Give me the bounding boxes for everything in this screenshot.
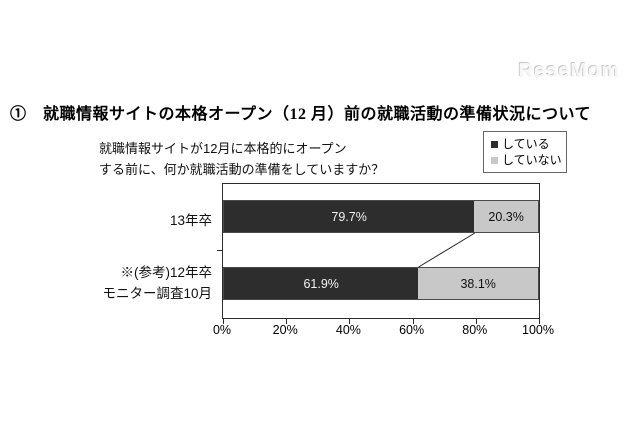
x-axis-tick — [539, 319, 540, 324]
legend-item-shiteinai: していない — [491, 152, 566, 168]
bar-segment-shiteiru: 61.9% — [224, 268, 419, 299]
legend-label: していない — [502, 153, 562, 167]
bar-segment-shiteiru: 79.7% — [224, 201, 475, 232]
bar-value-label: 38.1% — [460, 276, 496, 291]
page-title: ① 就職情報サイトの本格オープン（12 月）前の就職活動の準備状況について — [10, 106, 592, 123]
x-axis-tick-label: 40% — [335, 323, 361, 337]
chart-question-line2: する前に、何か就職活動の準備をしていますか？ — [99, 162, 385, 177]
x-axis-tick — [412, 319, 414, 324]
bar-row: 61.9% 38.1% — [223, 267, 539, 300]
x-axis-tick — [286, 319, 288, 324]
bar-value-label: 61.9% — [303, 276, 339, 291]
x-axis-tick-label: 80% — [462, 323, 488, 337]
x-axis-tick — [223, 319, 224, 324]
legend-swatch-dark-icon — [491, 140, 498, 148]
x-axis-tick — [475, 319, 477, 324]
legend-swatch-light-icon — [491, 156, 498, 164]
category-label-13nensotsu: 13年卒 — [169, 213, 212, 228]
bar-segment-shiteinai: 38.1% — [418, 268, 538, 299]
plot-area: 79.7% 20.3% 61.9% 38.1% — [217, 183, 540, 324]
chart-question: 就職情報サイトが12月に本格的にオープン する前に、何か就職活動の準備をしていま… — [99, 138, 384, 180]
chart-question-line1: 就職情報サイトが12月に本格的にオープン — [99, 141, 347, 156]
category-label-12nensotsu: ※(参考)12年卒 モニター調査10月 — [102, 265, 212, 301]
bar-segment-shiteinai: 20.3% — [474, 201, 538, 232]
y-axis-category-tick — [217, 250, 223, 251]
x-axis-tick-label: 20% — [272, 323, 298, 337]
x-axis-tick — [349, 319, 351, 324]
x-axis-tick-label: 60% — [399, 323, 425, 337]
x-axis-tick-label: 0% — [212, 323, 232, 337]
x-axis: 0% 20% 40% 60% 80% 100% — [213, 323, 554, 339]
chart-legend: している していない — [483, 131, 567, 173]
series-connector-line — [418, 232, 476, 268]
bar-value-label: 79.7% — [331, 209, 367, 224]
bar-value-label: 20.3% — [488, 209, 524, 224]
bar-row: 79.7% 20.3% — [223, 200, 539, 233]
x-axis-tick-label: 100% — [522, 323, 554, 337]
legend-item-shiteiru: している — [491, 136, 566, 152]
legend-label: している — [502, 137, 550, 151]
resemom-watermark-logo: ReseMom — [518, 60, 620, 82]
